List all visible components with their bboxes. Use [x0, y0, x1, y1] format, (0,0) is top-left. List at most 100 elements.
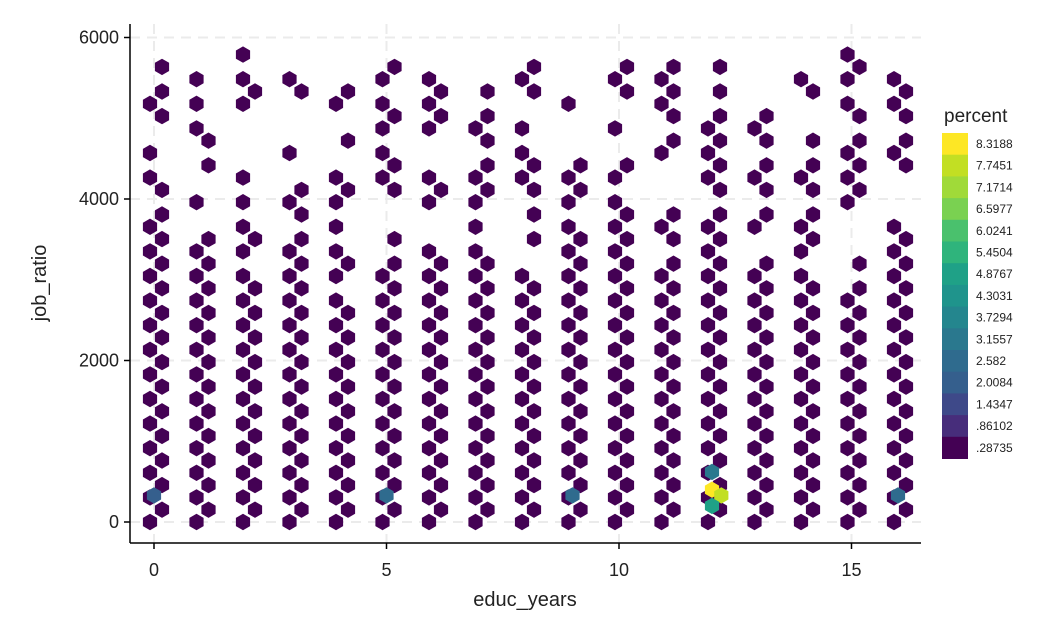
- hex-cell: [201, 403, 216, 420]
- hex-cell: [375, 464, 390, 481]
- hex-cell: [468, 218, 483, 235]
- hex-cell: [526, 157, 542, 174]
- hex-cell: [712, 206, 728, 223]
- hex-cell: [805, 157, 821, 174]
- hex-cell: [189, 489, 204, 506]
- hex-cell: [619, 58, 635, 76]
- legend-swatch: [942, 198, 968, 221]
- hex-cell: [247, 230, 263, 248]
- hex-cell: [654, 489, 669, 506]
- hex-cell: [759, 280, 774, 297]
- hex-cell: [294, 206, 309, 223]
- hex-cell: [852, 378, 867, 395]
- hex-cell: [666, 452, 681, 469]
- hex-cell: [886, 292, 902, 309]
- hex-cell: [235, 169, 251, 186]
- hex-cell: [328, 218, 344, 235]
- hex-cell: [805, 476, 821, 494]
- hex-cell: [712, 107, 728, 125]
- hex-cell: [805, 378, 821, 395]
- hex-cell-highlight: [704, 463, 720, 481]
- hex-cell: [619, 304, 635, 322]
- hex-cell: [328, 489, 344, 506]
- hex-cell: [747, 513, 762, 531]
- hex-cell: [898, 476, 914, 494]
- hex-cell: [666, 353, 681, 371]
- hex-cell: [480, 304, 495, 322]
- hex-cell: [886, 71, 902, 88]
- hex-cell: [666, 206, 681, 223]
- hex-cell: [898, 353, 914, 371]
- hex-cell: [654, 440, 669, 457]
- hex-cell: [526, 403, 542, 420]
- hex-cell: [514, 144, 530, 162]
- hex-cell: [142, 513, 158, 531]
- hex-cell: [852, 58, 867, 76]
- hex-cell: [526, 83, 542, 100]
- hex-cell: [840, 194, 855, 211]
- hex-cell: [759, 427, 774, 445]
- hex-cell: [468, 317, 483, 334]
- hex-cell: [712, 255, 728, 272]
- hex-cell: [666, 329, 681, 346]
- hex-cell: [328, 415, 344, 432]
- y-tick-label: 4000: [79, 189, 119, 209]
- hex-cell: [421, 317, 437, 334]
- legend-swatch: [942, 306, 968, 329]
- hex-cell: [142, 464, 158, 481]
- hex-cell: [468, 194, 483, 211]
- hex-cell: [898, 83, 914, 100]
- hex-cell: [898, 501, 914, 518]
- hex-cell: [387, 304, 402, 322]
- hex-cell: [526, 206, 542, 223]
- hex-cell: [142, 169, 158, 186]
- hex-cell: [154, 304, 170, 322]
- hex-cell: [852, 427, 867, 445]
- hex-cell: [235, 513, 251, 531]
- hex-cell: [654, 218, 669, 235]
- hex-cell: [294, 427, 309, 445]
- hex-cell: [328, 341, 344, 358]
- hex-cell: [433, 353, 449, 371]
- hex-cell: [700, 267, 716, 285]
- hex-cell: [480, 132, 495, 149]
- hexbin-cells: [142, 46, 914, 531]
- legend-swatch: [942, 133, 968, 156]
- hex-cell: [700, 513, 716, 531]
- x-tick-label: 10: [609, 560, 629, 580]
- hex-cell: [747, 341, 762, 358]
- hex-cell: [526, 501, 542, 518]
- hex-cell: [294, 280, 309, 297]
- hex-cell: [712, 452, 728, 469]
- hex-cell: [654, 366, 669, 383]
- hex-cell: [759, 501, 774, 518]
- hex-cell: [840, 169, 855, 186]
- hex-cell: [852, 132, 867, 149]
- hex-cell: [142, 95, 158, 112]
- hex-cell: [421, 169, 437, 186]
- x-tick-label: 0: [149, 560, 159, 580]
- hex-cell: [898, 132, 914, 149]
- hex-cell: [886, 267, 902, 285]
- hex-cell: [387, 403, 402, 420]
- legend: percent 8.3188 7.7451 7.1714 6.5977 6.0241 5.…: [942, 106, 1013, 459]
- hex-cell: [247, 353, 263, 371]
- hex-cell: [189, 415, 204, 432]
- hex-cell: [561, 218, 576, 235]
- hex-cell: [712, 181, 728, 199]
- hex-cell: [793, 317, 809, 334]
- hex-cell: [805, 403, 821, 420]
- hex-cell: [793, 489, 809, 506]
- hex-cell: [247, 378, 263, 395]
- hex-cell: [142, 415, 158, 432]
- hex-cell: [666, 501, 681, 518]
- hex-cell: [759, 107, 774, 125]
- hex-cell: [700, 243, 716, 260]
- hex-cell: [759, 378, 774, 395]
- hex-cell: [421, 341, 437, 358]
- hex-cell: [700, 169, 716, 186]
- hex-cell: [793, 292, 809, 309]
- legend-label: 5.4504: [976, 246, 1013, 260]
- hex-cell: [433, 476, 449, 494]
- hex-cell: [619, 378, 635, 395]
